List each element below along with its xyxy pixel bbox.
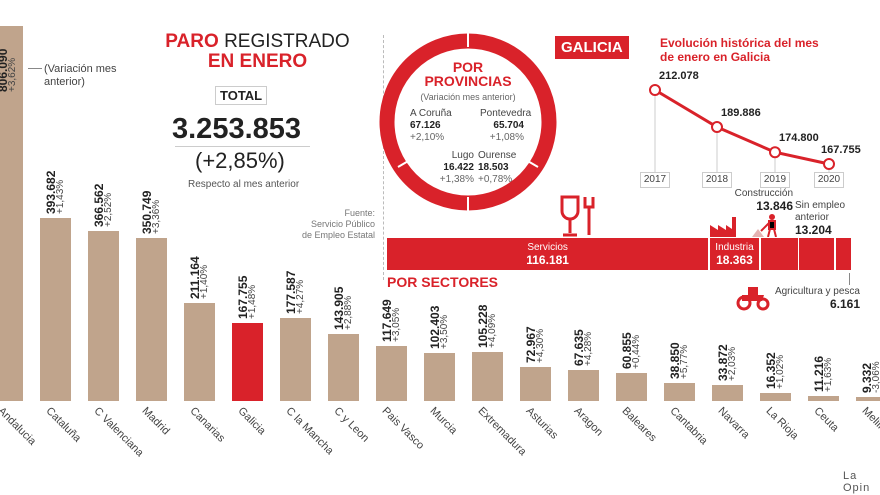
- title-rest: REGISTRADO: [224, 31, 350, 52]
- province-value: 18.503: [478, 162, 509, 173]
- provinces-ring: [379, 32, 557, 212]
- bar-6: [280, 318, 311, 401]
- sector-label: Construcción 13.846: [733, 188, 793, 212]
- bar-12: [568, 369, 599, 401]
- sector-value: 6.161: [829, 297, 860, 311]
- bar-13: [616, 372, 647, 401]
- panel-divider: [383, 35, 384, 280]
- province-name: Lugo: [451, 150, 474, 161]
- line-point: [711, 121, 723, 134]
- sectors-title: POR SECTORES: [387, 274, 498, 290]
- line-value-label: 174.800: [779, 132, 819, 145]
- province-item: Pontevedra 65.704 +1,08%: [480, 108, 532, 144]
- sector-value: 116.181: [526, 253, 569, 267]
- sector-value: 18.363: [716, 253, 753, 267]
- construction-worker-icon: [752, 214, 777, 237]
- line-point: [823, 158, 835, 170]
- sector-value: 13.846: [756, 199, 793, 213]
- factory-icon: [710, 217, 736, 237]
- province-name: Ourense: [478, 150, 517, 161]
- sector-name: Sin empleo anterior: [795, 200, 846, 223]
- year-label: 2018: [702, 172, 732, 188]
- sector-segment: Industria 18.363: [709, 238, 760, 270]
- province-value: 16.422: [443, 162, 474, 173]
- province-value: 67.126: [410, 120, 441, 131]
- total-tag: TOTAL: [215, 86, 268, 105]
- year-label: 2019: [760, 172, 790, 188]
- restaurant-icon: [560, 195, 595, 237]
- province-value: 65.704: [493, 120, 524, 131]
- province-item: A Coruña 67.126 +2,10%: [410, 108, 454, 144]
- bar-3: [136, 237, 167, 401]
- line-value-label: 189.886: [721, 107, 761, 120]
- province-change: +1,38%: [439, 174, 474, 185]
- province-name: Pontevedra: [480, 108, 532, 119]
- provinces-subtitle: (Variación mes anterior): [420, 92, 516, 102]
- sector-value: 13.204: [795, 223, 832, 237]
- publisher-credit: La Opin: [843, 470, 871, 494]
- sector-name: Construcción: [734, 188, 793, 199]
- bar-10: [472, 352, 503, 401]
- sector-segment: [760, 238, 798, 270]
- sector-segment: [799, 238, 835, 270]
- sector-segment: [835, 238, 852, 270]
- line-series: [654, 88, 830, 166]
- bar-9: [424, 353, 455, 401]
- bar-5: [232, 323, 263, 401]
- bar-15: [712, 385, 743, 401]
- line-point: [649, 84, 661, 96]
- source-label: Fuente:: [344, 208, 375, 218]
- agri-pointer: [849, 273, 850, 285]
- bar-18: [856, 396, 880, 401]
- provinces-title: POR PROVINCIAS: [424, 59, 512, 89]
- province-item: Ourense 18.503 +0,78%: [478, 150, 522, 186]
- bar-14: [664, 382, 695, 401]
- bar-11: [520, 367, 551, 401]
- galicia-tag: GALICIA: [555, 36, 629, 59]
- sector-label: Agricultura y pesca 6.161: [770, 286, 860, 310]
- tractor-icon: [736, 287, 770, 311]
- bar-1: [40, 218, 71, 401]
- sector-name: Industria: [715, 242, 754, 253]
- province-item: Lugo 16.422 +1,38%: [430, 150, 474, 186]
- total-note: Respecto al mes anterior: [188, 179, 300, 190]
- bar-0: [0, 26, 23, 401]
- line-point: [769, 146, 781, 159]
- total-value: 3.253.853: [172, 113, 302, 145]
- province-change: +0,78%: [478, 174, 513, 185]
- title-line2: EN ENERO: [207, 51, 308, 72]
- sector-name: Agricultura y pesca: [774, 286, 860, 297]
- sector-label: Sin empleo anterior 13.204: [795, 200, 855, 236]
- total-change: (+2,85%): [195, 148, 285, 173]
- bar-17: [808, 395, 839, 401]
- year-label: 2020: [814, 172, 844, 188]
- bar-2: [88, 230, 119, 401]
- province-change: +2,10%: [410, 132, 445, 143]
- variation-note: (Variación mes anterior): [44, 63, 117, 88]
- line-value-label: 212.078: [659, 70, 699, 82]
- source-text: Servicio Público de Empleo Estatal: [301, 219, 375, 240]
- year-label: 2017: [640, 172, 670, 188]
- divider: [175, 146, 310, 147]
- source-note: Fuente: Servicio Público de Empleo Estat…: [300, 208, 375, 241]
- sector-segment: Servicios 116.181: [387, 238, 709, 270]
- province-change: +1,08%: [489, 132, 524, 143]
- bar-7: [328, 334, 359, 401]
- province-name: A Coruña: [410, 108, 452, 119]
- bar-16: [760, 393, 791, 401]
- title-red: PARO: [165, 31, 219, 52]
- variation-leader-line: [28, 68, 42, 69]
- line-value-label: 167.755: [821, 144, 861, 156]
- bar-8: [376, 346, 407, 401]
- sector-name: Servicios: [527, 242, 568, 253]
- bar-4: [184, 302, 215, 401]
- page-title: PARO REGISTRADO EN ENERO: [150, 32, 365, 72]
- line-chart-title: Evolución histórica del mes de enero en …: [660, 36, 819, 64]
